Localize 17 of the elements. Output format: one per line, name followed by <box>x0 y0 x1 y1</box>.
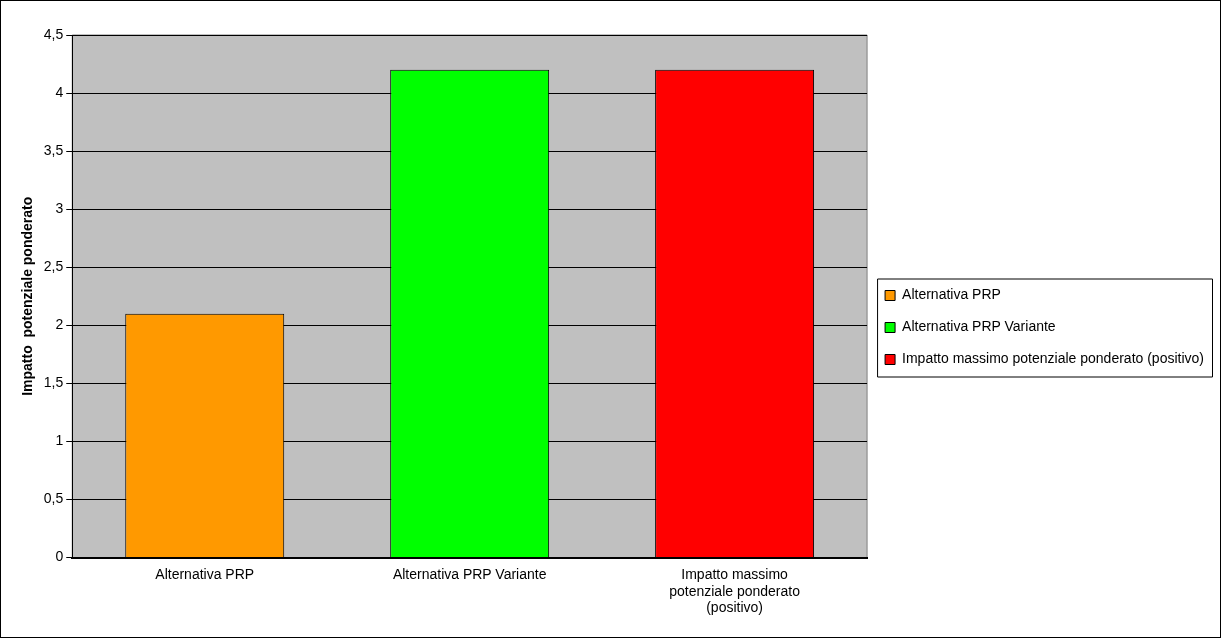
y-tick-label: 0 <box>55 548 64 565</box>
y-axis-title: Impatto potenziale ponderato <box>19 196 36 396</box>
x-tick-label: Alternativa PRP <box>155 565 255 582</box>
legend-label: Alternativa PRP <box>902 286 1001 303</box>
legend-label: Alternativa PRP Variante <box>902 318 1056 335</box>
y-tick-label: 4 <box>55 83 64 100</box>
legend-label: Impatto massimo potenziale ponderato (positivo) <box>902 350 1205 367</box>
x-tick-label: Impatto massimo potenziale ponderato (positivo) <box>669 565 801 616</box>
y-tick-label: 2 <box>55 316 64 333</box>
y-tick-label: 2,5 <box>43 258 64 275</box>
y-tick-label: 1 <box>55 432 64 449</box>
y-tick-label: 3 <box>55 200 64 217</box>
y-tick-label: 1,5 <box>43 374 64 391</box>
y-tick-label: 0,5 <box>43 490 64 507</box>
y-tick-label: 3,5 <box>43 141 64 158</box>
x-tick-label: Alternativa PRP Variante <box>392 565 547 582</box>
y-tick-label: 4,5 <box>43 25 64 42</box>
